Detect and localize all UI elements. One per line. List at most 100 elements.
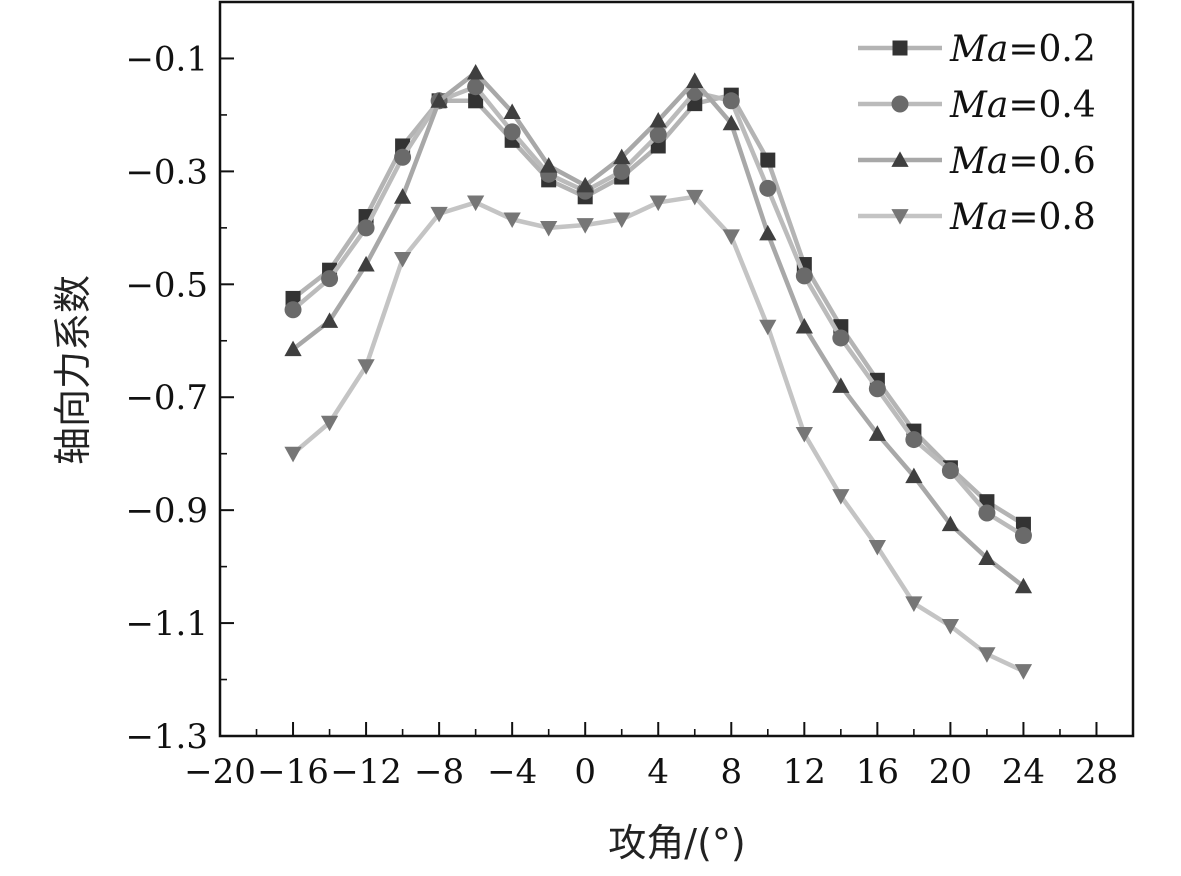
x-tick-label: 12: [783, 752, 826, 792]
x-tick-label: 8: [720, 752, 742, 792]
data-point: [503, 103, 521, 119]
data-point: [503, 212, 521, 229]
x-tick-label: −12: [330, 752, 402, 792]
data-point: [795, 427, 813, 443]
data-point: [576, 218, 594, 234]
data-point: [430, 92, 448, 108]
data-point: [722, 229, 740, 245]
x-tick-label: 28: [1075, 752, 1118, 792]
y-tick-label: −0.9: [125, 491, 208, 531]
x-tick-label: 16: [856, 752, 899, 792]
x-tick-label: 20: [929, 752, 972, 792]
y-tick-label: −1.3: [125, 717, 208, 757]
data-point: [649, 126, 667, 144]
data-point: [1014, 664, 1033, 680]
legend-item: Ma=0.4: [858, 85, 1096, 126]
data-point: [540, 157, 558, 173]
data-point: [759, 319, 777, 336]
data-point: [394, 148, 412, 166]
data-point: [905, 596, 923, 612]
y-tick-label: −0.5: [125, 265, 208, 305]
data-point: [357, 255, 375, 272]
x-tick-label: −20: [184, 752, 256, 792]
legend-label-value: =0.4: [1008, 85, 1095, 126]
data-point: [941, 515, 960, 532]
series-ma-0-6: [284, 63, 1033, 594]
data-point: [978, 504, 996, 522]
x-tick-label: 24: [1002, 752, 1045, 792]
legend-label-variable: Ma: [949, 141, 1008, 182]
series-layer: [284, 63, 1033, 680]
legend-label: Ma=0.8: [949, 197, 1096, 238]
x-tick-label: −16: [257, 752, 329, 792]
legend-label-value: =0.2: [1008, 29, 1095, 70]
data-point: [868, 425, 886, 441]
y-tick-label: −1.1: [125, 604, 208, 644]
y-tick-label: −0.3: [125, 152, 208, 192]
legend-label-variable: Ma: [949, 85, 1008, 126]
x-tick-label: −8: [414, 752, 464, 792]
data-point: [576, 176, 594, 193]
data-point: [905, 431, 923, 449]
legend-item: Ma=0.2: [858, 29, 1096, 70]
data-point: [357, 219, 375, 237]
data-point: [320, 312, 339, 328]
data-point: [686, 72, 704, 88]
legend-item: Ma=0.6: [858, 141, 1096, 182]
y-axis: −1.3 −1.1 −0.9 −0.7 −0.5 −0.3 −0.1: [125, 1, 234, 757]
data-point: [832, 377, 850, 393]
data-point: [613, 162, 631, 180]
data-point: [891, 151, 909, 167]
data-point: [795, 267, 813, 285]
data-point: [891, 209, 909, 225]
data-point: [430, 206, 448, 223]
x-axis-label: 攻角/(°): [608, 821, 745, 865]
data-point: [759, 179, 777, 197]
y-tick-label: −0.1: [125, 39, 208, 79]
data-point: [467, 78, 485, 96]
legend-label: Ma=0.4: [949, 85, 1096, 126]
data-point: [284, 446, 302, 463]
data-point: [321, 270, 339, 288]
data-point: [613, 148, 631, 165]
data-point: [722, 92, 740, 110]
data-point: [941, 462, 959, 480]
legend-item: Ma=0.8: [858, 197, 1096, 238]
legend: Ma=0.2Ma=0.4Ma=0.6Ma=0.8: [858, 29, 1096, 238]
data-point: [320, 415, 339, 432]
x-tick-label: −4: [487, 752, 537, 792]
data-point: [393, 188, 412, 204]
data-point: [941, 619, 960, 635]
data-point: [905, 467, 923, 484]
plot-frame: [218, 0, 1135, 738]
legend-label-value: =0.8: [1008, 197, 1095, 238]
data-point: [284, 340, 302, 357]
data-point: [467, 195, 485, 212]
data-point: [1014, 577, 1033, 594]
legend-label: Ma=0.6: [949, 141, 1096, 182]
legend-label-variable: Ma: [949, 197, 1008, 238]
legend-label-value: =0.6: [1008, 141, 1095, 182]
data-point: [978, 549, 996, 566]
x-axis: −20 −16 −12 −8 −4 0 4 8 12 16 20 24 28: [184, 722, 1118, 792]
data-point: [686, 189, 704, 206]
data-point: [1014, 527, 1032, 545]
legend-label-variable: Ma: [949, 29, 1008, 70]
legend-label: Ma=0.2: [949, 29, 1096, 70]
data-point: [832, 329, 850, 347]
data-point: [540, 220, 558, 237]
plot-border: [218, 0, 1135, 738]
data-point: [795, 318, 813, 334]
series-ma-0-8: [284, 189, 1033, 680]
x-tick-label: 0: [574, 752, 596, 792]
data-point: [868, 380, 886, 398]
data-point: [649, 111, 667, 128]
data-point: [467, 63, 485, 80]
y-axis-label: 轴向力系数: [51, 275, 95, 465]
data-point: [760, 152, 776, 168]
data-point: [722, 114, 740, 131]
data-point: [649, 195, 667, 212]
data-point: [393, 252, 412, 268]
data-point: [503, 123, 521, 141]
